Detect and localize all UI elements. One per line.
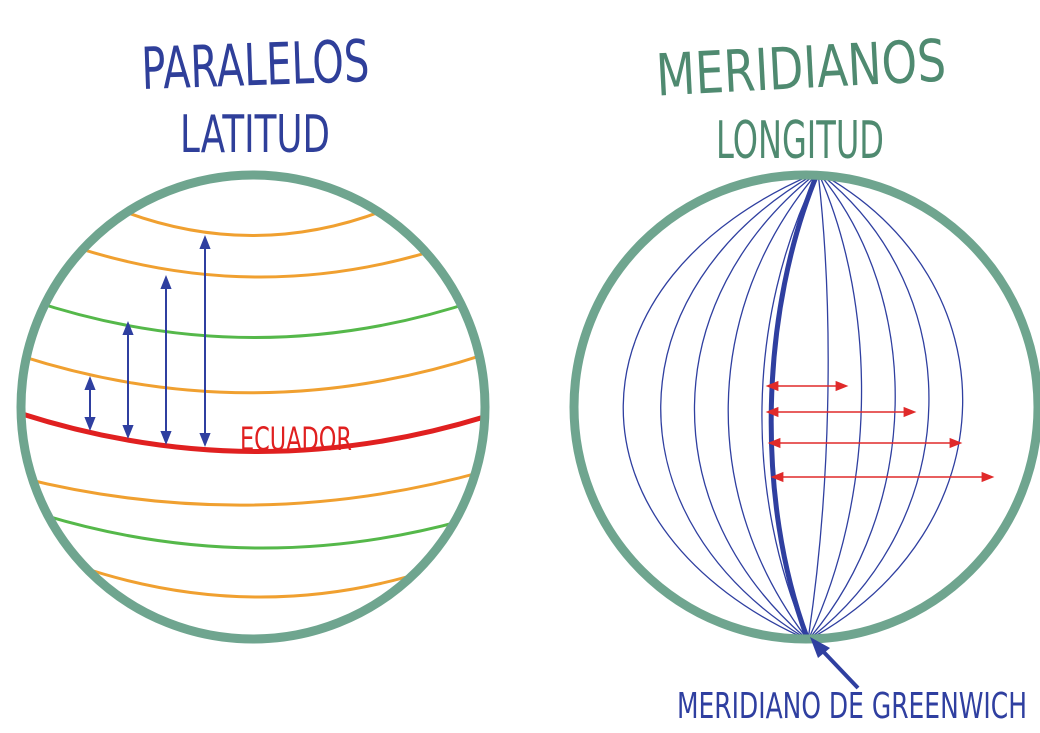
parallel-line [77, 564, 431, 599]
meridian-line [807, 175, 863, 639]
meridians-title: MERIDIANOS [654, 26, 947, 109]
meridian-line [761, 175, 819, 639]
globe-outline-right [569, 170, 1040, 644]
meridian-line [807, 175, 896, 639]
globe-outline-left [16, 170, 490, 644]
greenwich-label: MERIDIANO DE GREENWICH [677, 686, 1027, 727]
parallel-line [119, 206, 391, 237]
meridian-line [807, 175, 829, 639]
longitude-subtitle: LONGITUD [716, 111, 884, 171]
greenwich-meridian [768, 171, 821, 641]
parallel-line [21, 466, 485, 507]
meridian-line [807, 175, 964, 639]
meridian-line [622, 175, 819, 639]
parallels-title: PARALELOS [140, 27, 370, 103]
equator-line [21, 407, 485, 454]
equator-label: ECUADOR [240, 420, 352, 458]
parallels-globe: PARALELOS LATITUD ECUADOR [16, 27, 490, 644]
parallel-line [29, 298, 479, 339]
greenwich-pointer-arrowhead [810, 637, 830, 658]
meridian-line [807, 175, 930, 639]
parallel-line [39, 512, 473, 550]
parallel-line [59, 240, 449, 279]
greenwich-pointer-arrow [816, 644, 860, 690]
meridians-globe: MERIDIANOS LONGITUD MERIDIANO DE GREENWI… [569, 26, 1040, 727]
meridian-line [660, 175, 819, 639]
meridian-line [693, 175, 819, 639]
latitude-subtitle: LATITUD [180, 105, 330, 165]
meridian-line [727, 175, 819, 639]
parallel-line [21, 350, 485, 395]
